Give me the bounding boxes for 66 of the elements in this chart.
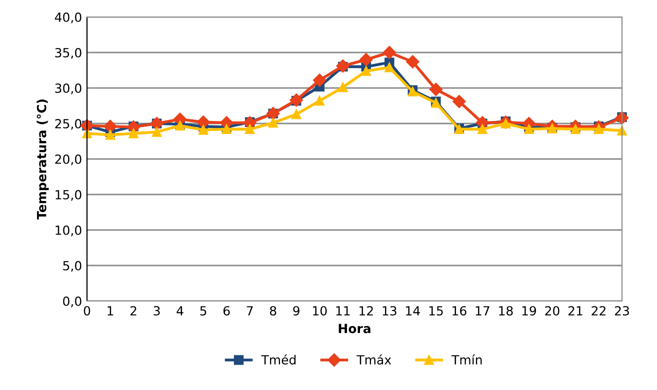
y-tick-label: 40,0: [54, 12, 82, 24]
point: [105, 130, 116, 140]
x-tick-label: 17: [476, 306, 490, 316]
x-tick-label: 11: [336, 306, 350, 316]
point: [222, 124, 232, 134]
x-tick-label: 12: [360, 306, 373, 316]
y-tick-label: 5,0: [63, 260, 82, 272]
y-axis-title: Temperatura (°C): [36, 100, 49, 220]
point: [82, 128, 92, 138]
x-tick-label: 20: [545, 306, 560, 316]
x-tick-label: 3: [154, 306, 160, 316]
x-tick-label: 13: [382, 306, 396, 316]
y-tick-label: 10,0: [56, 225, 82, 236]
point: [196, 115, 210, 129]
point: [244, 124, 255, 134]
point: [313, 74, 326, 87]
legend-label: Tmáx: [356, 354, 392, 365]
point: [384, 62, 394, 72]
x-tick-label: 18: [499, 306, 513, 316]
x-tick-label: 1: [108, 306, 114, 316]
point: [128, 128, 138, 138]
point: [594, 124, 604, 134]
y-tick-label: 15,0: [56, 190, 82, 201]
point: [104, 120, 117, 133]
point: [570, 124, 580, 134]
point: [360, 53, 373, 66]
point: [314, 96, 324, 106]
x-tick-label: 23: [614, 306, 629, 316]
point: [338, 82, 348, 92]
x-tick-label: 16: [452, 306, 466, 316]
point: [291, 109, 302, 120]
x-tick-label: 8: [270, 306, 276, 316]
y-tick-label: 25,0: [55, 118, 82, 130]
point: [290, 93, 303, 107]
y-tick-label: 20,0: [55, 154, 82, 166]
x-tick-label: 9: [293, 306, 300, 316]
x-tick-label: 14: [406, 306, 420, 316]
x-tick-label: 2: [130, 306, 136, 316]
point: [452, 94, 466, 108]
x-tick-label: 21: [568, 306, 582, 316]
x-tick-label: 15: [429, 306, 443, 316]
x-tick-label: 7: [246, 306, 253, 316]
point: [336, 59, 350, 73]
x-tick-label: 10: [313, 306, 327, 316]
x-tick-label: 5: [200, 306, 206, 316]
x-tick-label: 19: [522, 306, 536, 316]
y-tick-label: 0,0: [63, 296, 82, 308]
point: [406, 55, 420, 68]
point: [429, 82, 442, 96]
point: [615, 111, 629, 124]
x-tick-label: 6: [223, 306, 230, 316]
point: [268, 118, 278, 128]
x-tick-label: 4: [176, 306, 184, 316]
x-tick-label: 0: [84, 306, 90, 316]
point: [198, 125, 208, 135]
legend-label: Tmín: [452, 354, 482, 364]
x-axis-title: Hora: [338, 324, 370, 334]
point: [524, 124, 534, 134]
legend-label: Tméd: [261, 354, 296, 365]
y-tick-label: 35,0: [55, 48, 82, 59]
y-tick-label: 30,0: [55, 83, 82, 94]
x-tick-label: 22: [592, 306, 606, 316]
point: [478, 124, 488, 134]
point: [382, 46, 396, 60]
point: [152, 127, 162, 137]
point: [361, 66, 371, 76]
